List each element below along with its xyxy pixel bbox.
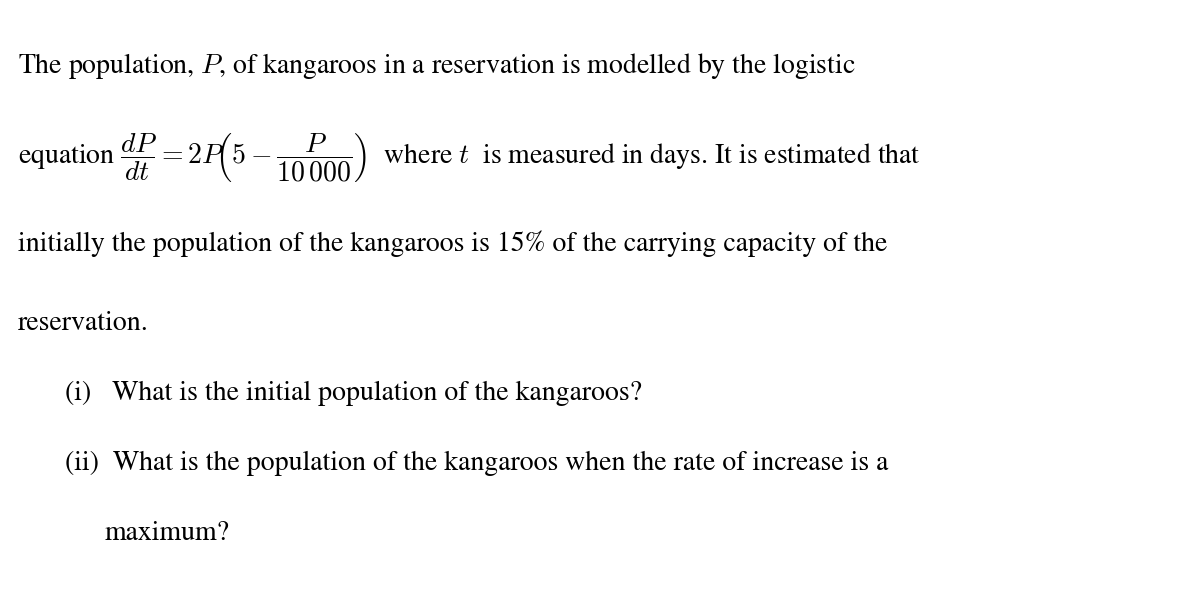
Text: (i)   What is the initial population of the kangaroos?: (i) What is the initial population of th… — [65, 381, 642, 406]
Text: equation $\dfrac{dP}{dt} = 2P\!\left(5 - \dfrac{P}{10\,000}\right)$  where $t\;$: equation $\dfrac{dP}{dt} = 2P\!\left(5 -… — [18, 131, 920, 184]
Text: reservation.: reservation. — [18, 311, 149, 336]
Text: initially the population of the kangaroos is 15% of the carrying capacity of the: initially the population of the kangaroo… — [18, 231, 887, 258]
Text: (ii)  What is the population of the kangaroos when the rate of increase is a: (ii) What is the population of the kanga… — [65, 451, 888, 476]
Text: maximum?: maximum? — [106, 521, 230, 546]
Text: The population, $P$, of kangaroos in a reservation is modelled by the logistic: The population, $P$, of kangaroos in a r… — [18, 51, 856, 81]
